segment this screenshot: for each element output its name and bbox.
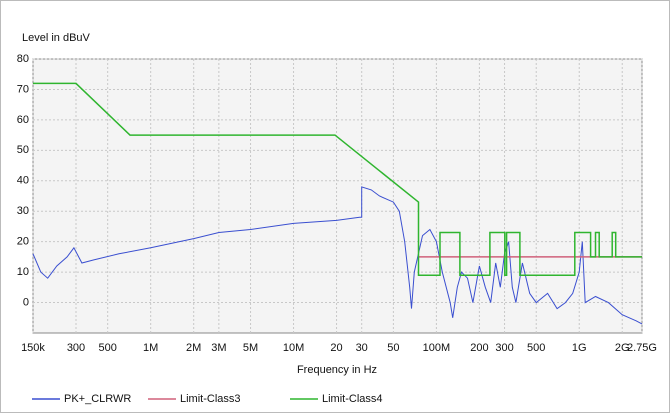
x-tick-label: 30 (356, 342, 368, 354)
x-tick-label: 100M (423, 342, 451, 354)
x-tick-label: 2M (186, 342, 201, 354)
series-line (32, 186, 643, 325)
x-tick-label: 2G (615, 342, 630, 354)
x-tick-label: 1M (143, 342, 158, 354)
x-tick-label: 300 (495, 342, 513, 354)
x-tick-label: 200 (470, 342, 488, 354)
x-tick-label: 500 (527, 342, 545, 354)
x-axis-label: Frequency in Hz (297, 364, 377, 376)
y-tick-label: 50 (17, 144, 29, 156)
y-tick-label: 60 (17, 114, 29, 126)
x-tick-label: 20 (330, 342, 342, 354)
x-tick-label: 1G (572, 342, 587, 354)
x-tick-label: 500 (99, 342, 117, 354)
y-tick-label: 70 (17, 83, 29, 95)
y-tick-label: 0 (23, 296, 29, 308)
legend-label: Limit-Class4 (322, 393, 383, 405)
y-tick-label: 80 (17, 53, 29, 65)
x-tick-label: 5M (243, 342, 258, 354)
y-tick-label: 40 (17, 175, 29, 187)
x-tick-label: 50 (387, 342, 399, 354)
x-tick-label: 150k (21, 342, 45, 354)
series-line (33, 82, 642, 276)
x-tick-label: 10M (283, 342, 304, 354)
plot-area (32, 58, 643, 334)
y-tick-label: 20 (17, 236, 29, 248)
x-tick-label: 2.75G (627, 342, 657, 354)
legend-label: Limit-Class3 (180, 393, 241, 405)
x-tick-label: 300 (67, 342, 85, 354)
legend-label: PK+_CLRWR (64, 393, 131, 405)
x-tick-label: 3M (211, 342, 226, 354)
y-tick-label: 10 (17, 266, 29, 278)
y-tick-label: 30 (17, 205, 29, 217)
y-axis-label: Level in dBuV (22, 32, 91, 44)
